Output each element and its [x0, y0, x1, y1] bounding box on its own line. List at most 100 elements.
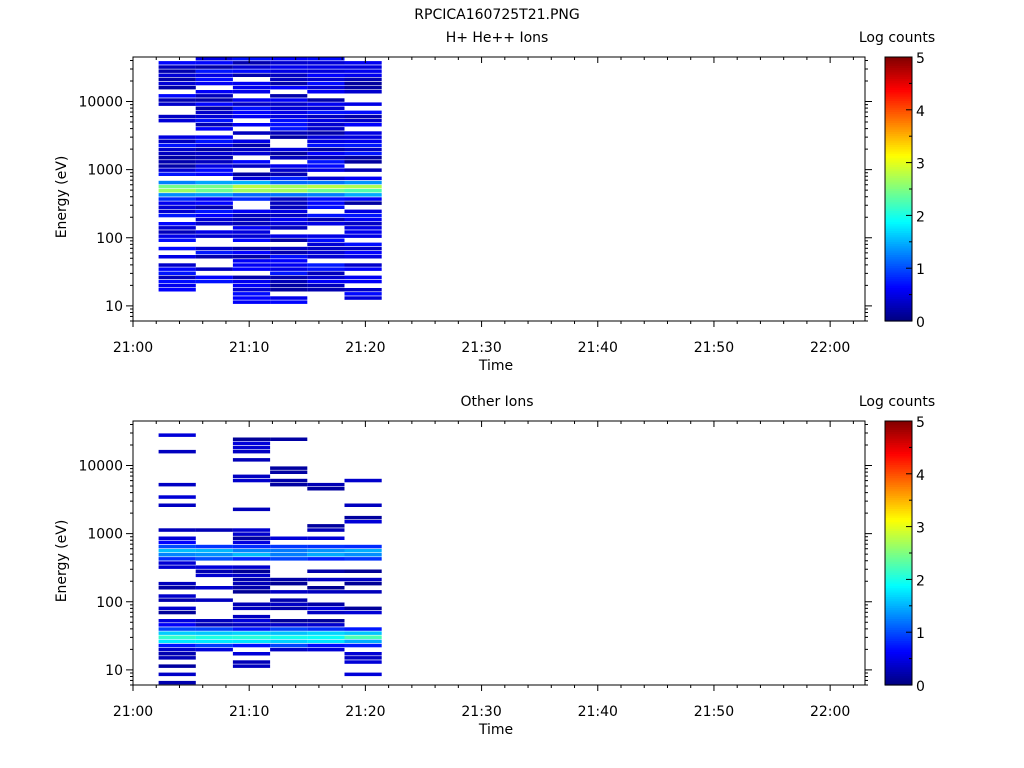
heatmap-cell — [195, 168, 233, 172]
heatmap-cell — [307, 106, 345, 110]
heatmap-cell — [195, 647, 233, 652]
heatmap-cell — [195, 544, 233, 549]
y-tick-label: 1000 — [87, 527, 123, 543]
heatmap-cell — [344, 147, 382, 152]
heatmap-cell — [232, 193, 271, 197]
colorbar-segment — [885, 65, 912, 69]
colorbar-segment — [885, 434, 912, 437]
heatmap-cell — [195, 143, 233, 148]
heatmap-cell — [307, 577, 345, 582]
heatmap-cell — [195, 230, 233, 234]
colorbar-segment — [885, 76, 912, 80]
heatmap-cell — [270, 627, 308, 631]
heatmap-cell — [270, 296, 308, 300]
colorbar-segment — [885, 149, 912, 153]
colorbar-segment — [885, 257, 912, 260]
heatmap-cell — [158, 98, 196, 102]
heatmap-cell — [195, 250, 233, 255]
heatmap-cell — [307, 135, 345, 139]
heatmap-cell — [158, 553, 196, 557]
colorbar-segment — [885, 599, 912, 602]
heatmap-cell — [195, 164, 233, 168]
heatmap-cell — [270, 222, 308, 226]
heatmap-cell — [195, 94, 233, 98]
heatmap-cell — [158, 61, 196, 65]
colorbar-segment — [885, 81, 912, 84]
colorbar-segment — [885, 520, 912, 523]
heatmap-cell — [344, 656, 382, 660]
colorbar-segment — [885, 123, 912, 126]
heatmap-cell — [344, 226, 382, 230]
heatmap-cell — [270, 647, 308, 652]
heatmap-cell — [270, 300, 308, 304]
colorbar-segment — [885, 570, 912, 574]
heatmap-cell — [158, 77, 196, 82]
colorbar-segment — [885, 544, 912, 547]
heatmap-cell — [195, 57, 233, 61]
heatmap-cell — [270, 234, 308, 238]
colorbar-segment — [885, 579, 912, 583]
heatmap-cell — [158, 288, 196, 292]
colorbar-segment — [885, 182, 912, 186]
heatmap-cell — [344, 635, 382, 639]
heatmap-cell — [232, 151, 271, 156]
colorbar-segment — [885, 447, 912, 451]
heatmap-cell — [195, 123, 233, 127]
heatmap-cell — [307, 557, 345, 561]
heatmap-cell — [158, 118, 196, 123]
colorbar-segment — [885, 125, 912, 128]
heatmap-cell — [232, 250, 271, 255]
heatmap-cell — [232, 275, 271, 280]
y-tick-label: 1000 — [87, 163, 123, 179]
heatmap-cell — [232, 660, 271, 664]
heatmap-cell — [232, 106, 271, 110]
heatmap-cell — [307, 250, 345, 255]
heatmap-cell — [307, 65, 345, 69]
colorbar-segment — [885, 281, 912, 285]
colorbar-segment — [885, 103, 912, 106]
heatmap-cell — [344, 631, 382, 635]
heatmap-cell — [158, 168, 196, 172]
colorbar-segment — [885, 592, 912, 596]
heatmap-cell — [158, 495, 196, 499]
figure-title: RPCICA160725T21.PNG — [414, 7, 580, 23]
colorbar-segment — [885, 270, 912, 274]
heatmap-cell — [270, 275, 308, 280]
colorbar-segment — [885, 660, 912, 664]
colorbar-segment — [885, 445, 912, 448]
heatmap-cell — [344, 639, 382, 644]
panel1-title: H+ He++ Ions — [445, 30, 549, 46]
colorbar-segment — [885, 57, 912, 60]
heatmap-cell — [344, 250, 382, 255]
heatmap-cell — [344, 135, 382, 139]
heatmap-cell — [195, 565, 233, 569]
heatmap-cell — [307, 544, 345, 549]
colorbar-segment — [885, 244, 912, 247]
heatmap-cell — [270, 470, 308, 474]
colorbar-segment — [885, 83, 912, 87]
colorbar-tick-label: 5 — [916, 51, 925, 67]
heatmap-cell — [344, 234, 382, 238]
heatmap-cell — [344, 197, 382, 201]
colorbar-segment — [885, 197, 912, 201]
colorbar-segment — [885, 663, 912, 666]
colorbar-segment — [885, 610, 912, 613]
colorbar-segment — [885, 465, 912, 468]
heatmap-cell — [195, 135, 233, 139]
heatmap-cell — [195, 61, 233, 65]
colorbar-segment — [885, 206, 912, 210]
panel1-colorbar-label: Log counts — [858, 30, 936, 46]
colorbar-segment — [885, 528, 912, 532]
colorbar-segment — [885, 612, 912, 616]
heatmap-cell — [158, 598, 196, 602]
heatmap-cell — [307, 647, 345, 652]
colorbar-segment — [885, 138, 912, 142]
colorbar-segment — [885, 652, 912, 655]
heatmap-cell — [307, 176, 345, 181]
colorbar-segment — [885, 630, 912, 633]
heatmap-cell — [270, 189, 308, 193]
colorbar-segment — [885, 178, 912, 181]
heatmap-cell — [195, 151, 233, 156]
heatmap-cell — [344, 201, 382, 205]
heatmap-cell — [307, 631, 345, 635]
